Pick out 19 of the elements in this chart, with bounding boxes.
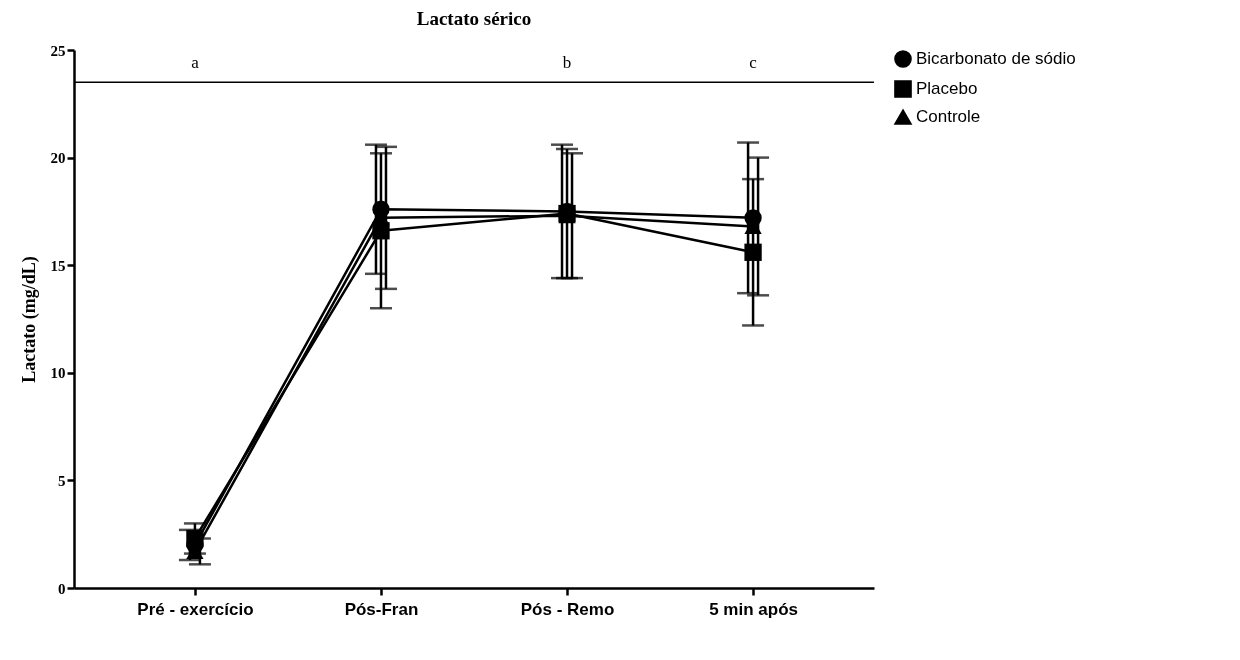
y-tick-label: 15 <box>50 257 66 274</box>
y-tick-label: 25 <box>50 42 66 59</box>
x-tick-label: Pós-Fran <box>344 599 419 619</box>
x-tick-label: Pré - exercício <box>137 599 254 619</box>
x-tick-label: 5 min após <box>709 599 798 619</box>
legend-label: Controle <box>916 107 981 126</box>
y-axis-title: Lactato (mg/dL) <box>18 256 40 383</box>
y-tick-label: 5 <box>58 472 66 489</box>
legend-label: Bicarbonato de sódio <box>916 49 1076 68</box>
chart-title: Lactato sérico <box>416 8 532 29</box>
annotation: c <box>749 53 758 73</box>
y-tick-label: 20 <box>50 150 66 167</box>
point <box>744 243 762 261</box>
annotation: b <box>562 53 572 73</box>
annotation: a <box>191 53 200 73</box>
legend-label: Placebo <box>916 79 978 98</box>
y-tick-label: 10 <box>50 365 66 382</box>
x-tick-label: Pós - Remo <box>520 599 615 619</box>
y-tick-label: 0 <box>58 580 66 597</box>
